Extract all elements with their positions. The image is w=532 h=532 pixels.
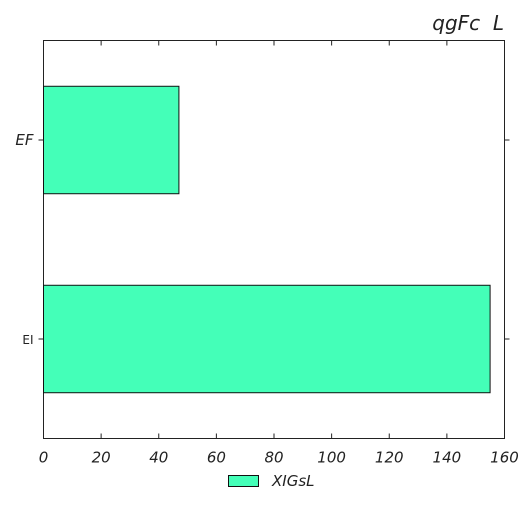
x-tick-label: 0 [39, 449, 49, 467]
x-tick-label: 160 [490, 449, 519, 467]
legend-label: XIGsL [271, 472, 315, 490]
y-category-label-ei: EI [22, 333, 33, 347]
bar-ef [43, 85, 180, 195]
x-tick-label: 140 [433, 449, 462, 467]
x-tick-label: 120 [375, 449, 404, 467]
bar-ei [43, 284, 491, 394]
x-tick-label: 100 [317, 449, 346, 467]
chart-title: qgFc L [432, 11, 504, 35]
x-tick-label: 40 [149, 449, 168, 467]
x-tick-label: 20 [92, 449, 111, 467]
x-tick-label: 80 [264, 449, 283, 467]
y-category-label-ef: EF [15, 131, 33, 149]
x-tick-label: 60 [207, 449, 226, 467]
legend-swatch [228, 475, 259, 487]
